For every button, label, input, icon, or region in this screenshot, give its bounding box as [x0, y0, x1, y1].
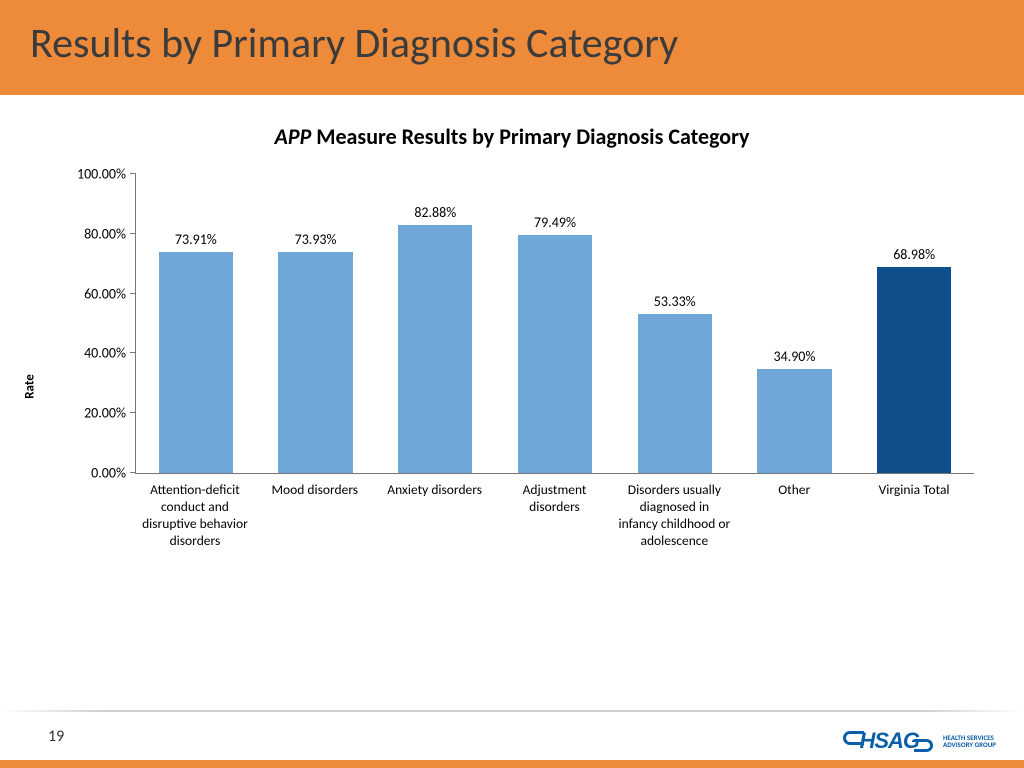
logo-text: HSAG — [859, 728, 919, 754]
y-tick-label: 20.00% — [84, 405, 136, 422]
chart-title-rest: Measure Results by Primary Diagnosis Cat… — [311, 123, 749, 150]
x-axis-label: Mood disorders — [255, 476, 375, 550]
logo-subtext: HEALTH SERVICES ADVISORY GROUP — [943, 734, 996, 748]
x-axis-label: Virginia Total — [854, 476, 974, 550]
bar-value-label: 68.98% — [893, 246, 935, 263]
bar-value-label: 79.49% — [534, 214, 576, 231]
y-tick-label: 100.00% — [77, 166, 136, 183]
bar-slot: 73.93% — [256, 174, 376, 473]
bar: 68.98% — [877, 267, 951, 473]
bar-slot: 73.91% — [136, 174, 256, 473]
bar-value-label: 53.33% — [654, 293, 696, 310]
footer-accent-bar — [0, 760, 1024, 768]
y-tick-label: 80.00% — [84, 225, 136, 242]
bar-slot: 53.33% — [615, 174, 735, 473]
plot-area: 73.91% 73.93% 82.88% 79.49% 53.33% 34.90% 68.9… — [135, 174, 974, 474]
page-number: 19 — [48, 727, 64, 746]
bar: 53.33% — [638, 314, 712, 473]
bar: 73.91% — [159, 252, 233, 473]
x-axis-label: Attention-deficit conduct and disruptive… — [135, 476, 255, 550]
y-tick-label: 0.00% — [91, 465, 136, 482]
x-axis-label: Disorders usually diagnosed in infancy c… — [614, 476, 734, 550]
bar: 79.49% — [518, 235, 592, 473]
bar: 73.93% — [278, 252, 352, 473]
y-tick-label: 60.00% — [84, 285, 136, 302]
x-axis-label: Other — [734, 476, 854, 550]
y-axis-label: Rate — [23, 374, 38, 399]
slide: Results by Primary Diagnosis Category AP… — [0, 0, 1024, 768]
x-labels-row: Attention-deficit conduct and disruptive… — [135, 476, 974, 550]
footer-separator — [0, 710, 1024, 712]
content-area: APP Measure Results by Primary Diagnosis… — [0, 95, 1024, 768]
bar-slot: 34.90% — [735, 174, 855, 473]
chart-title-italic: APP — [275, 123, 312, 150]
bar: 34.90% — [757, 369, 831, 473]
chart-title: APP Measure Results by Primary Diagnosis… — [40, 123, 984, 150]
bar: 82.88% — [398, 225, 472, 473]
bar-value-label: 73.91% — [175, 231, 217, 248]
x-axis-label: Anxiety disorders — [375, 476, 495, 550]
bar-value-label: 82.88% — [414, 204, 456, 221]
header-band: Results by Primary Diagnosis Category — [0, 0, 1024, 95]
page-title: Results by Primary Diagnosis Category — [30, 18, 994, 69]
bar-chart: Rate 73.91%73.93%82.88%79.49%53.33%34.90… — [40, 164, 984, 594]
bar-slot: 68.98% — [854, 174, 974, 473]
y-tick-label: 40.00% — [84, 345, 136, 362]
hsag-logo: HSAG HEALTH SERVICES ADVISORY GROUP — [859, 728, 996, 754]
bar-slot: 79.49% — [495, 174, 615, 473]
bar-value-label: 73.93% — [295, 231, 337, 248]
bars-row: 73.91% 73.93% 82.88% 79.49% 53.33% 34.90% 68.9… — [136, 174, 974, 473]
x-axis-label: Adjustment disorders — [495, 476, 615, 550]
bar-slot: 82.88% — [375, 174, 495, 473]
bar-value-label: 34.90% — [773, 348, 815, 365]
